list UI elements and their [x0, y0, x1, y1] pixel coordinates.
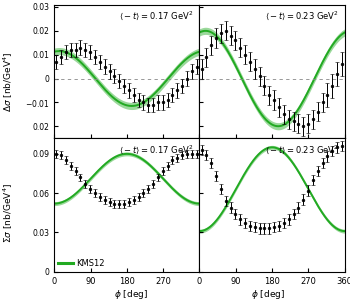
- Text: $\langle -t\rangle = 0.17\ \mathrm{GeV}^2$: $\langle -t\rangle = 0.17\ \mathrm{GeV}^…: [119, 143, 194, 156]
- Text: $\phi\ \mathrm{[deg]}$: $\phi\ \mathrm{[deg]}$: [114, 288, 148, 301]
- Text: $\langle -t\rangle = 0.17\ \mathrm{GeV}^2$: $\langle -t\rangle = 0.17\ \mathrm{GeV}^…: [119, 10, 194, 22]
- Text: $\Delta\sigma\ \mathrm{[nb/GeV^4]}$: $\Delta\sigma\ \mathrm{[nb/GeV^4]}$: [2, 51, 15, 112]
- Text: $\langle -t\rangle = 0.23\ \mathrm{GeV}^2$: $\langle -t\rangle = 0.23\ \mathrm{GeV}^…: [265, 10, 339, 22]
- Text: $\Sigma\sigma\ \mathrm{[nb/GeV^4]}$: $\Sigma\sigma\ \mathrm{[nb/GeV^4]}$: [2, 183, 15, 243]
- Text: $\phi\ \mathrm{[deg]}$: $\phi\ \mathrm{[deg]}$: [251, 288, 285, 301]
- Text: $\langle -t\rangle = 0.23\ \mathrm{GeV}^2$: $\langle -t\rangle = 0.23\ \mathrm{GeV}^…: [265, 143, 339, 156]
- Legend: KMS12: KMS12: [57, 258, 105, 269]
